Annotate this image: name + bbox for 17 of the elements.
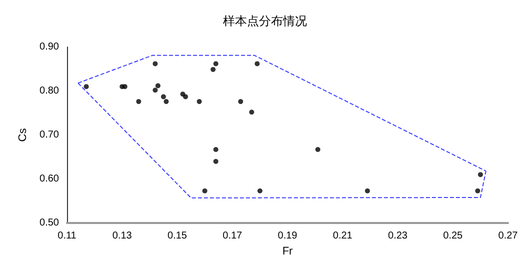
y-tick-label: 0.60	[40, 174, 60, 184]
x-tick-label: 0.19	[278, 230, 298, 242]
x-axis-title: Fr	[282, 245, 294, 258]
y-axis-title: Cs	[17, 128, 30, 142]
x-tick-label: 0.17	[222, 230, 243, 242]
x-tick-label: 0.21	[332, 230, 353, 242]
y-tick-label: 0.90	[40, 42, 60, 52]
x-tick-label: 0.15	[168, 230, 188, 242]
chart-title: 样本点分布情况	[223, 14, 307, 28]
y-tick-label: 0.70	[40, 130, 60, 140]
x-tick-label: 0.13	[112, 230, 132, 242]
x-tick-label: 0.23	[388, 230, 408, 242]
x-tick-label: 0.25	[443, 230, 464, 242]
x-tick-label: 0.27	[498, 230, 518, 242]
y-tick-label: 0.50	[40, 218, 60, 228]
x-tick-label: 0.11	[58, 230, 77, 242]
y-tick-label: 0.80	[40, 86, 60, 96]
